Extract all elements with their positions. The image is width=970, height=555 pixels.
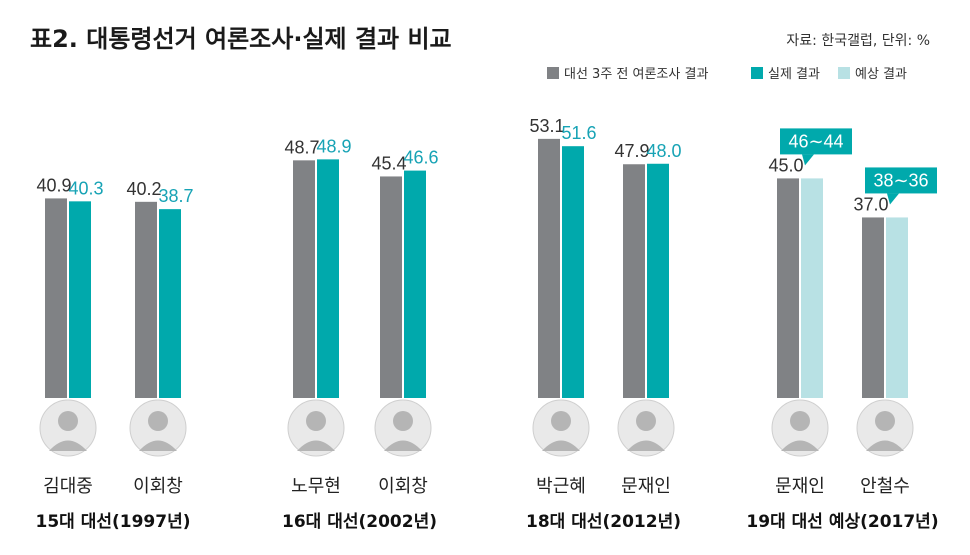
candidate-portrait xyxy=(39,399,97,457)
value-label-poll: 45.0 xyxy=(768,155,803,175)
value-label-poll: 53.1 xyxy=(529,116,564,136)
candidate-name: 노무현 xyxy=(291,476,341,497)
bar-actual xyxy=(404,170,426,398)
bar-actual xyxy=(562,146,584,398)
group-4: 45.0 46∼44 문재인 37.0 38∼36 안철수 19대 대선 예상(2017년) xyxy=(746,128,939,532)
bar-actual xyxy=(317,159,339,398)
portrait-head xyxy=(636,411,656,431)
group-label: 16대 대선(2002년) xyxy=(282,512,437,532)
bar-poll xyxy=(538,138,560,398)
portrait-head xyxy=(551,411,571,431)
legend: 대선 3주 전 여론조사 결과 실제 결과 예상 결과 xyxy=(547,67,907,82)
portrait-head xyxy=(875,411,895,431)
value-label-actual: 40.3 xyxy=(68,178,103,198)
bar-actual xyxy=(69,201,91,398)
value-label-poll: 45.4 xyxy=(371,153,406,173)
group-label: 15대 대선(1997년) xyxy=(36,512,191,532)
callout-text: 46∼44 xyxy=(788,131,843,151)
legend-label-actual: 실제 결과 xyxy=(768,67,820,82)
callout-box xyxy=(865,167,937,194)
candidate-name: 박근혜 xyxy=(536,476,586,497)
callout-pointer xyxy=(887,193,899,205)
bar-poll xyxy=(862,217,884,398)
portrait-head xyxy=(306,411,326,431)
candidate-name: 김대중 xyxy=(43,476,93,497)
legend-swatch-expected xyxy=(838,67,850,79)
range-callout: 38∼36 xyxy=(865,167,937,205)
portrait-shoulders xyxy=(866,440,904,451)
candidate-name: 이회창 xyxy=(378,476,428,497)
candidate-name: 문재인 xyxy=(775,476,825,497)
group-label: 18대 대선(2012년) xyxy=(526,512,681,532)
candidate-name: 이회창 xyxy=(133,476,183,497)
value-label-poll: 48.7 xyxy=(284,137,319,157)
portrait-shoulders xyxy=(297,440,335,451)
group-1: 40.940.3 김대중 40.238.7 이회창 15대 대선(1997년) xyxy=(36,175,194,532)
portrait-shoulders xyxy=(49,440,87,451)
candidate-portrait xyxy=(532,399,590,457)
value-label-actual: 48.0 xyxy=(646,141,681,161)
portrait-head xyxy=(58,411,78,431)
legend-swatch-actual xyxy=(751,67,763,79)
candidate-name: 문재인 xyxy=(621,476,671,497)
legend-label-poll: 대선 3주 전 여론조사 결과 xyxy=(564,67,708,82)
bar-poll xyxy=(45,198,67,398)
value-label-actual: 46.6 xyxy=(403,148,438,168)
portrait-shoulders xyxy=(542,440,580,451)
candidate-portrait xyxy=(856,399,914,457)
callout-box xyxy=(780,128,852,155)
candidate-portrait xyxy=(129,399,187,457)
value-label-poll: 47.9 xyxy=(614,141,649,161)
portrait-head xyxy=(790,411,810,431)
bar-poll xyxy=(623,164,645,398)
range-callout: 46∼44 xyxy=(780,128,852,166)
candidate-portrait xyxy=(771,399,829,457)
bar-poll xyxy=(135,201,157,398)
group-label: 19대 대선 예상(2017년) xyxy=(746,512,938,532)
value-label-actual: 48.9 xyxy=(316,136,351,156)
value-label-actual: 38.7 xyxy=(158,186,193,206)
value-label-poll: 40.2 xyxy=(126,179,161,199)
candidate-name: 안철수 xyxy=(860,476,910,497)
value-label-poll: 40.9 xyxy=(36,175,71,195)
bar-poll xyxy=(777,178,799,398)
candidate-portrait xyxy=(617,399,675,457)
bar-actual xyxy=(647,163,669,398)
chart-title: 표2. 대통령선거 여론조사·실제 결과 비교 xyxy=(30,25,452,53)
bar-actual xyxy=(159,209,181,398)
group-3: 53.151.6 박근혜 47.948.0 문재인 18대 대선(2012년) xyxy=(526,116,682,532)
value-label-actual: 51.6 xyxy=(561,123,596,143)
portrait-head xyxy=(393,411,413,431)
source-note: 자료: 한국갤럽, 단위: % xyxy=(786,33,930,49)
portrait-shoulders xyxy=(384,440,422,451)
callout-text: 38∼36 xyxy=(873,170,928,190)
callout-pointer xyxy=(802,154,814,166)
value-label-poll: 37.0 xyxy=(853,194,888,214)
bar-poll xyxy=(380,176,402,398)
candidate-portrait xyxy=(287,399,345,457)
bar-poll xyxy=(293,160,315,398)
legend-label-expected: 예상 결과 xyxy=(855,67,907,82)
candidate-portrait xyxy=(374,399,432,457)
portrait-shoulders xyxy=(781,440,819,451)
bar-expected xyxy=(886,217,908,398)
bar-expected xyxy=(801,178,823,398)
portrait-shoulders xyxy=(627,440,665,451)
portrait-head xyxy=(148,411,168,431)
legend-swatch-poll xyxy=(547,67,559,79)
portrait-shoulders xyxy=(139,440,177,451)
group-2: 48.748.9 노무현 45.446.6 이회창 16대 대선(2002년) xyxy=(282,136,439,532)
